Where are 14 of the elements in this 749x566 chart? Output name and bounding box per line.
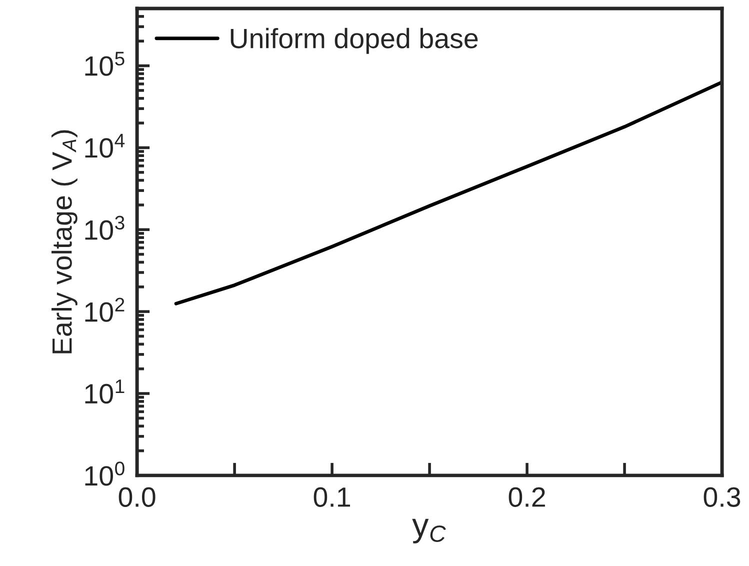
y-tick-label: 10$^{5}$	[85, 52, 124, 76]
y-tick-label: 10$^{4}$	[85, 134, 125, 158]
x-tick-label: 0.1	[314, 487, 350, 507]
y-tick-label: 10$^{1}$	[85, 380, 124, 404]
line-series	[174, 80, 722, 306]
legend-label: Uniform doped base	[230, 28, 478, 54]
y-tick-label: 10$^{3}$	[85, 216, 124, 240]
x-tick-label: 0.3	[704, 487, 740, 507]
x-tick-label: 0.0	[118, 487, 156, 507]
x-tick-label: 0.2	[508, 487, 545, 507]
y-tick-label: 10$^{2}$	[85, 298, 124, 322]
y-tick-label: 10$^{0}$	[85, 462, 124, 486]
x-axis-title: y$_{C}$	[412, 518, 446, 544]
y-axis-title: Early voltage ( V$_{A}$)	[52, 130, 78, 354]
